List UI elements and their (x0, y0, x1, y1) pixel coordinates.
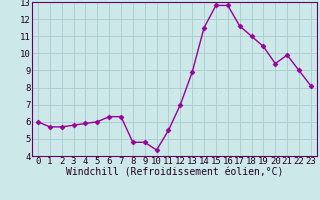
X-axis label: Windchill (Refroidissement éolien,°C): Windchill (Refroidissement éolien,°C) (66, 168, 283, 178)
